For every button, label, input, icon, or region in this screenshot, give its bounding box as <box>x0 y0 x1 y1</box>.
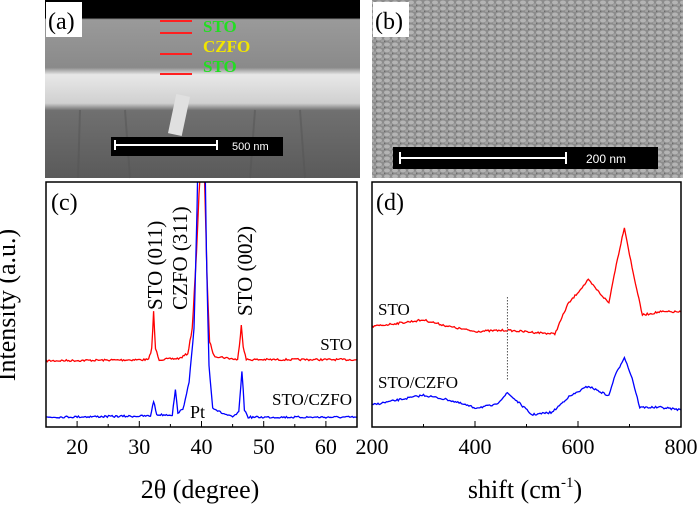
panel-a-sem-image: (a) STO CZFO STO 500 nm <box>45 0 360 179</box>
x-tick-label: 20 <box>66 434 88 459</box>
series-label-sto-czfo-d: STO/CZFO <box>378 373 458 392</box>
x-tick-label: 800 <box>665 434 698 459</box>
x-tick-label: 400 <box>459 434 492 459</box>
panel-d-raman-chart: shift (cm-1) (d) STO STO/CZFO 200 400 600 8… <box>356 181 698 504</box>
panel-c-label: (c) <box>51 190 78 216</box>
scale-bar-a-label: 500 nm <box>232 141 269 153</box>
x-tick-label: 600 <box>562 434 595 459</box>
series-line-sto-czfo <box>46 182 357 420</box>
x-tick-label: 50 <box>253 434 275 459</box>
annotation-sto-011: STO (011) <box>143 221 167 310</box>
panel-c-xrd-chart: Intensity (a.u.) 2θ (degree) (c) STO (01… <box>0 181 358 504</box>
y-axis-label: Intensity (a.u.) <box>0 229 21 381</box>
scale-bar-a: 500 nm <box>111 137 283 156</box>
x-axis-label-c: 2θ (degree) <box>141 475 260 504</box>
series-label-sto: STO <box>320 335 352 354</box>
x-tick-label: 200 <box>356 434 389 459</box>
x-tick-label: 40 <box>191 434 213 459</box>
panel-b-sem-image: (b) 200 nm <box>372 0 683 178</box>
x-tick-label: 30 <box>128 434 150 459</box>
layer-label-sto-top: STO <box>203 17 237 36</box>
series-line-sto <box>46 182 357 363</box>
x-tick-label: 60 <box>315 434 337 459</box>
x-axis-label-d: shift (cm-1) <box>468 475 582 504</box>
annotation-sto-002: STO (002) <box>233 226 257 316</box>
annotation-pt: Pt <box>190 402 205 422</box>
panel-a-label: (a) <box>48 9 75 35</box>
panel-b-label: (b) <box>375 9 403 35</box>
panel-d-label: (d) <box>376 190 404 216</box>
layer-boundary-markers <box>160 20 192 75</box>
scale-bar-b: 200 nm <box>393 147 658 169</box>
series-line-sto-czfo <box>372 355 681 417</box>
series-label-sto-d: STO <box>378 300 410 319</box>
series-label-sto-czfo: STO/CZFO <box>272 390 352 409</box>
scale-bar-b-label: 200 nm <box>586 152 626 166</box>
layer-label-sto-bottom: STO <box>203 57 237 76</box>
annotation-czfo-311: CZFO (311) <box>168 206 192 310</box>
layer-label-czfo: CZFO <box>203 37 250 56</box>
series-line-sto <box>372 227 681 336</box>
